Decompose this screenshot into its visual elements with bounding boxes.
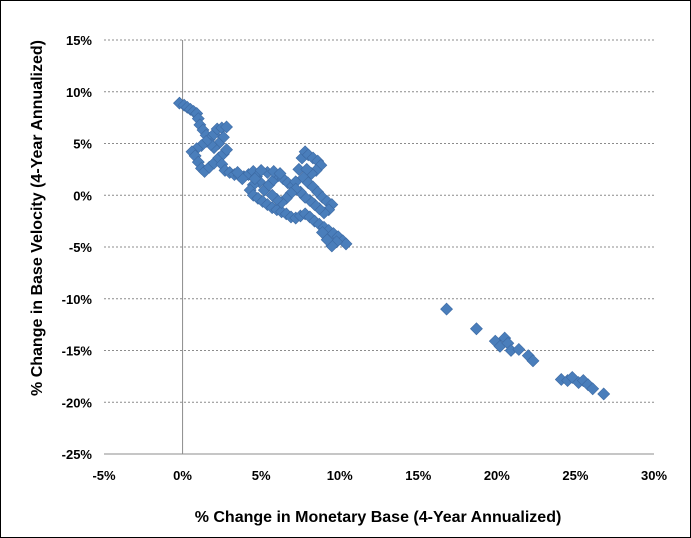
y-tick-label: 10% <box>66 85 92 100</box>
y-tick-label: 0% <box>73 188 92 203</box>
data-point <box>273 167 287 180</box>
y-tick-label: -20% <box>62 395 93 410</box>
y-tick-label: -15% <box>62 344 93 359</box>
data-point <box>586 382 600 396</box>
x-tick-label: 20% <box>484 468 510 483</box>
data-point <box>512 343 526 356</box>
data-point <box>470 322 483 336</box>
x-tick-label: 25% <box>562 468 588 483</box>
data-point <box>316 226 329 239</box>
y-tick-label: -5% <box>69 240 93 255</box>
x-axis-title: % Change in Monetary Base (4-Year Annual… <box>195 509 562 526</box>
data-point <box>231 166 244 179</box>
data-point <box>440 302 453 316</box>
data-point <box>254 163 268 177</box>
data-points <box>173 96 611 401</box>
y-tick-label: -25% <box>62 447 93 462</box>
x-tick-label: -5% <box>92 468 116 483</box>
y-tick-label: -10% <box>62 292 93 307</box>
x-tick-labels: -5% 0% 5% 10% 15% 20% 25% 30% <box>92 468 667 483</box>
gridlines <box>104 39 654 455</box>
y-tick-label: 15% <box>66 33 92 48</box>
x-tick-label: 0% <box>173 468 192 483</box>
data-point <box>265 188 279 202</box>
x-tick-label: 15% <box>405 468 431 483</box>
y-tick-label: 5% <box>73 137 92 152</box>
y-tick-labels: -25% -20% -15% -10% -5% 0% 5% 10% 15% <box>62 33 93 462</box>
y-axis-title: % Change in Base Velocity (4-Year Annual… <box>29 40 46 396</box>
data-point <box>248 172 262 186</box>
x-tick-label: 10% <box>327 468 353 483</box>
x-tick-label: 30% <box>641 468 667 483</box>
data-point <box>597 387 611 401</box>
data-point <box>526 354 540 368</box>
data-point <box>220 143 233 157</box>
x-tick-label: 5% <box>252 468 271 483</box>
data-point <box>220 120 233 134</box>
